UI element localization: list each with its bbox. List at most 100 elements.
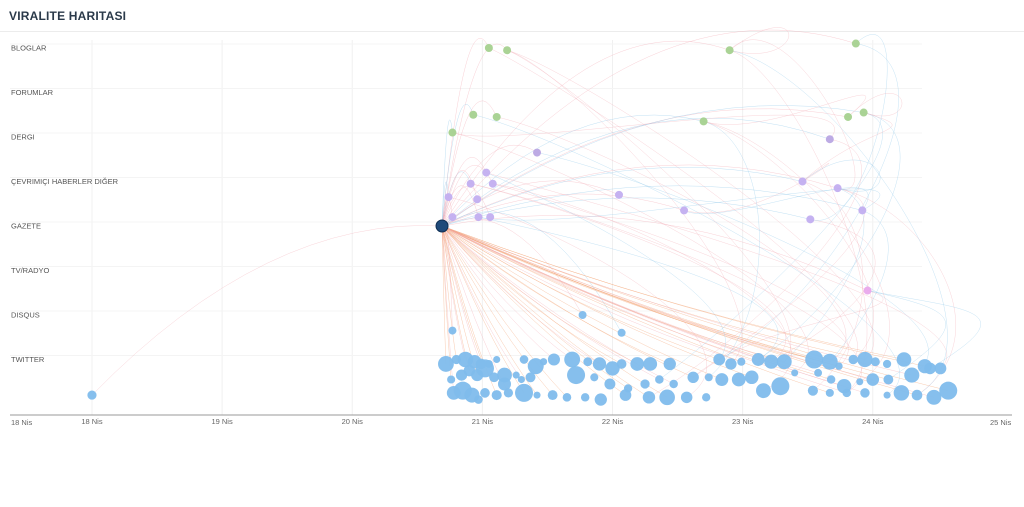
data-point[interactable] [486, 213, 495, 222]
data-point[interactable] [630, 357, 645, 371]
data-point[interactable] [882, 359, 892, 369]
data-point[interactable] [893, 385, 910, 401]
data-point[interactable] [484, 44, 493, 52]
data-point[interactable] [814, 368, 823, 377]
data-point[interactable] [480, 388, 490, 398]
data-point[interactable] [704, 373, 713, 382]
data-point[interactable] [715, 373, 729, 386]
data-point[interactable] [525, 372, 536, 383]
data-point[interactable] [856, 378, 864, 386]
data-point[interactable] [580, 393, 590, 402]
data-point[interactable] [860, 388, 870, 398]
data-point[interactable] [924, 362, 936, 375]
data-point[interactable] [474, 395, 483, 404]
data-point[interactable] [473, 195, 482, 204]
data-point[interactable] [605, 361, 620, 376]
data-point[interactable] [805, 350, 824, 369]
data-point[interactable] [866, 373, 880, 386]
data-point[interactable] [833, 184, 842, 193]
data-point[interactable] [791, 369, 799, 377]
data-point[interactable] [503, 46, 512, 55]
data-point[interactable] [939, 381, 958, 400]
data-point[interactable] [883, 374, 894, 385]
data-point[interactable] [806, 215, 815, 224]
data-point[interactable] [533, 391, 541, 399]
data-point[interactable] [488, 179, 497, 188]
data-point[interactable] [825, 388, 834, 397]
data-point[interactable] [699, 117, 708, 126]
data-point[interactable] [807, 385, 818, 396]
data-point[interactable] [744, 370, 759, 385]
data-point[interactable] [680, 206, 689, 215]
data-point[interactable] [604, 378, 616, 390]
data-point[interactable] [503, 388, 514, 398]
data-point[interactable] [896, 352, 912, 367]
data-point[interactable] [687, 371, 699, 383]
data-point[interactable] [776, 354, 792, 370]
data-point[interactable] [474, 213, 483, 222]
data-point[interactable] [857, 351, 873, 368]
data-point[interactable] [731, 372, 746, 387]
data-point[interactable] [737, 357, 746, 366]
data-point[interactable] [934, 362, 947, 375]
data-point[interactable] [539, 358, 548, 366]
data-point[interactable] [527, 358, 544, 375]
data-point[interactable] [448, 128, 457, 137]
data-point[interactable] [562, 393, 572, 402]
data-point[interactable] [564, 351, 581, 368]
data-point[interactable] [851, 39, 860, 48]
data-point[interactable] [493, 355, 501, 364]
data-point[interactable] [835, 362, 843, 370]
data-point[interactable] [821, 353, 838, 370]
data-point[interactable] [680, 391, 693, 404]
data-point[interactable] [492, 112, 501, 121]
data-point[interactable] [497, 377, 511, 391]
data-point[interactable] [725, 46, 734, 55]
data-point[interactable] [448, 326, 457, 335]
data-point[interactable] [517, 375, 525, 384]
data-point[interactable] [725, 358, 737, 370]
data-point[interactable] [858, 206, 867, 215]
data-point[interactable] [512, 371, 520, 379]
data-point[interactable] [702, 393, 711, 402]
data-point[interactable] [798, 177, 807, 186]
data-point[interactable] [826, 375, 836, 384]
data-point[interactable] [764, 354, 779, 369]
data-point[interactable] [447, 375, 456, 384]
data-point[interactable] [592, 357, 607, 371]
data-point[interactable] [842, 388, 852, 398]
data-point[interactable] [469, 110, 478, 119]
data-point[interactable] [489, 372, 499, 383]
data-point[interactable] [590, 373, 599, 382]
data-point[interactable] [519, 355, 529, 364]
data-point[interactable] [640, 379, 650, 389]
data-point[interactable] [87, 390, 97, 400]
data-point[interactable] [547, 353, 560, 366]
data-point[interactable] [466, 179, 475, 188]
data-point[interactable] [642, 391, 656, 404]
data-point[interactable] [448, 213, 457, 222]
data-point[interactable] [911, 389, 923, 401]
data-point[interactable] [616, 359, 627, 369]
data-point[interactable] [615, 190, 624, 199]
data-point[interactable] [567, 366, 586, 385]
data-point[interactable] [904, 367, 920, 383]
data-point[interactable] [438, 356, 454, 372]
data-point[interactable] [863, 286, 872, 295]
data-point[interactable] [771, 377, 790, 396]
data-point[interactable] [655, 375, 664, 384]
data-point[interactable] [594, 393, 607, 406]
data-point[interactable] [663, 357, 676, 371]
data-point[interactable] [547, 390, 558, 401]
data-point[interactable] [619, 389, 632, 401]
data-point[interactable] [713, 353, 726, 366]
data-point[interactable] [617, 328, 626, 337]
data-point[interactable] [825, 135, 834, 144]
data-point[interactable] [848, 354, 858, 365]
data-point[interactable] [643, 357, 658, 371]
data-point[interactable] [926, 389, 942, 405]
data-point[interactable] [669, 379, 678, 389]
data-point[interactable] [883, 391, 891, 399]
data-point[interactable] [475, 359, 494, 378]
data-point[interactable] [756, 383, 771, 399]
